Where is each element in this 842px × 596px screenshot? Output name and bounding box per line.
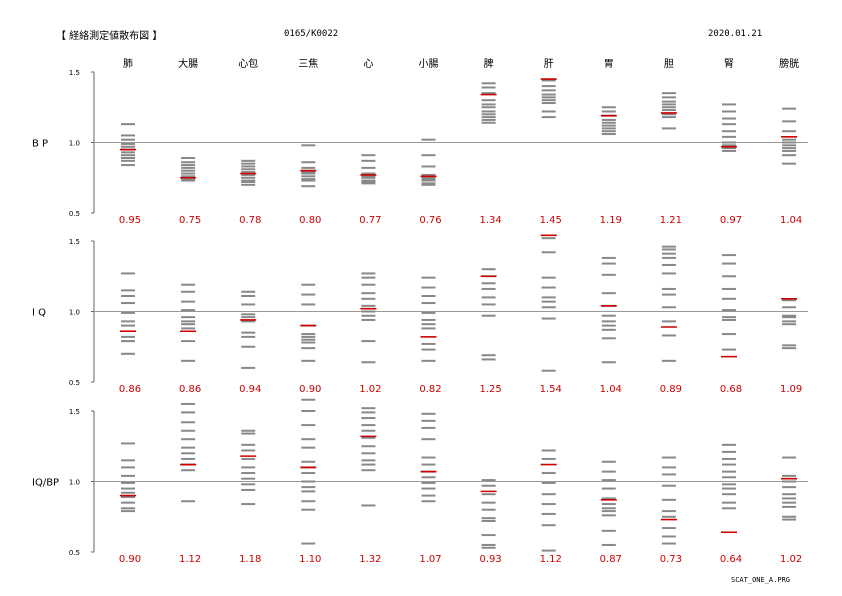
meridian-header: 心 bbox=[363, 58, 373, 70]
meridian-header: 小腸 bbox=[419, 58, 439, 70]
value-label: 1.12 bbox=[540, 554, 562, 565]
record-id: 0165/K0022 bbox=[284, 29, 339, 39]
meridian-header: 大腸 bbox=[178, 57, 198, 70]
value-label: 0.75 bbox=[179, 215, 201, 226]
meridian-header: 三焦 bbox=[298, 57, 318, 70]
value-label: 1.04 bbox=[780, 215, 802, 226]
y-tick-label: 1.5 bbox=[69, 408, 80, 416]
value-label: 0.90 bbox=[119, 554, 141, 565]
meridian-header: 膀胱 bbox=[779, 57, 799, 70]
value-label: 1.34 bbox=[479, 215, 501, 226]
value-label: 1.10 bbox=[299, 554, 321, 565]
value-label: 0.89 bbox=[660, 384, 682, 395]
y-tick-label: 0.5 bbox=[69, 379, 80, 387]
value-label: 0.90 bbox=[299, 384, 321, 395]
y-tick-label: 1.0 bbox=[69, 309, 80, 317]
meridian-header: 脾 bbox=[484, 57, 494, 70]
value-label: 0.77 bbox=[359, 215, 381, 226]
y-tick-label: 1.5 bbox=[69, 69, 80, 77]
value-label: 1.32 bbox=[359, 554, 381, 565]
panel-label: I Q bbox=[32, 308, 46, 319]
value-label: 0.73 bbox=[660, 554, 682, 565]
value-label: 0.68 bbox=[720, 384, 742, 395]
value-label: 0.76 bbox=[419, 215, 441, 226]
value-label: 0.78 bbox=[239, 215, 261, 226]
value-label: 0.80 bbox=[299, 215, 321, 226]
program-name: SCAT_ONE_A.PRG bbox=[731, 576, 791, 584]
value-label: 0.87 bbox=[600, 554, 622, 565]
y-tick-label: 1.0 bbox=[69, 479, 80, 487]
value-label: 1.54 bbox=[540, 384, 562, 395]
value-label: 0.97 bbox=[720, 215, 742, 226]
value-label: 1.02 bbox=[780, 554, 802, 565]
y-tick-label: 0.5 bbox=[69, 549, 80, 557]
value-label: 0.94 bbox=[239, 384, 261, 395]
value-label: 1.25 bbox=[479, 384, 501, 395]
meridian-header: 肺 bbox=[123, 58, 133, 70]
value-label: 1.45 bbox=[540, 215, 562, 226]
report-date: 2020.01.21 bbox=[708, 29, 763, 39]
meridian-header: 肝 bbox=[544, 58, 554, 70]
panel-label: B P bbox=[32, 139, 48, 150]
y-tick-label: 1.5 bbox=[69, 238, 80, 246]
panel-label: IQ/BP bbox=[32, 478, 59, 489]
value-label: 1.02 bbox=[359, 384, 381, 395]
meridian-header: 腎 bbox=[724, 58, 734, 70]
value-label: 0.82 bbox=[419, 384, 441, 395]
value-label: 1.18 bbox=[239, 554, 261, 565]
value-label: 1.04 bbox=[600, 384, 622, 395]
value-label: 1.07 bbox=[419, 554, 441, 565]
y-tick-label: 1.0 bbox=[69, 140, 80, 148]
value-label: 0.64 bbox=[720, 554, 742, 565]
value-label: 1.21 bbox=[660, 215, 682, 226]
y-tick-label: 0.5 bbox=[69, 210, 80, 218]
value-label: 0.86 bbox=[119, 384, 141, 395]
value-label: 1.09 bbox=[780, 384, 802, 395]
meridian-header: 心包 bbox=[238, 57, 258, 70]
value-label: 0.93 bbox=[479, 554, 501, 565]
value-label: 0.86 bbox=[179, 384, 201, 395]
chart-title: 【 経絡測定値散布図 】 bbox=[56, 31, 163, 42]
value-label: 1.12 bbox=[179, 554, 201, 565]
meridian-header: 胆 bbox=[664, 58, 674, 70]
value-label: 0.95 bbox=[119, 215, 141, 226]
value-label: 1.19 bbox=[600, 215, 622, 226]
meridian-header: 胃 bbox=[604, 58, 614, 70]
